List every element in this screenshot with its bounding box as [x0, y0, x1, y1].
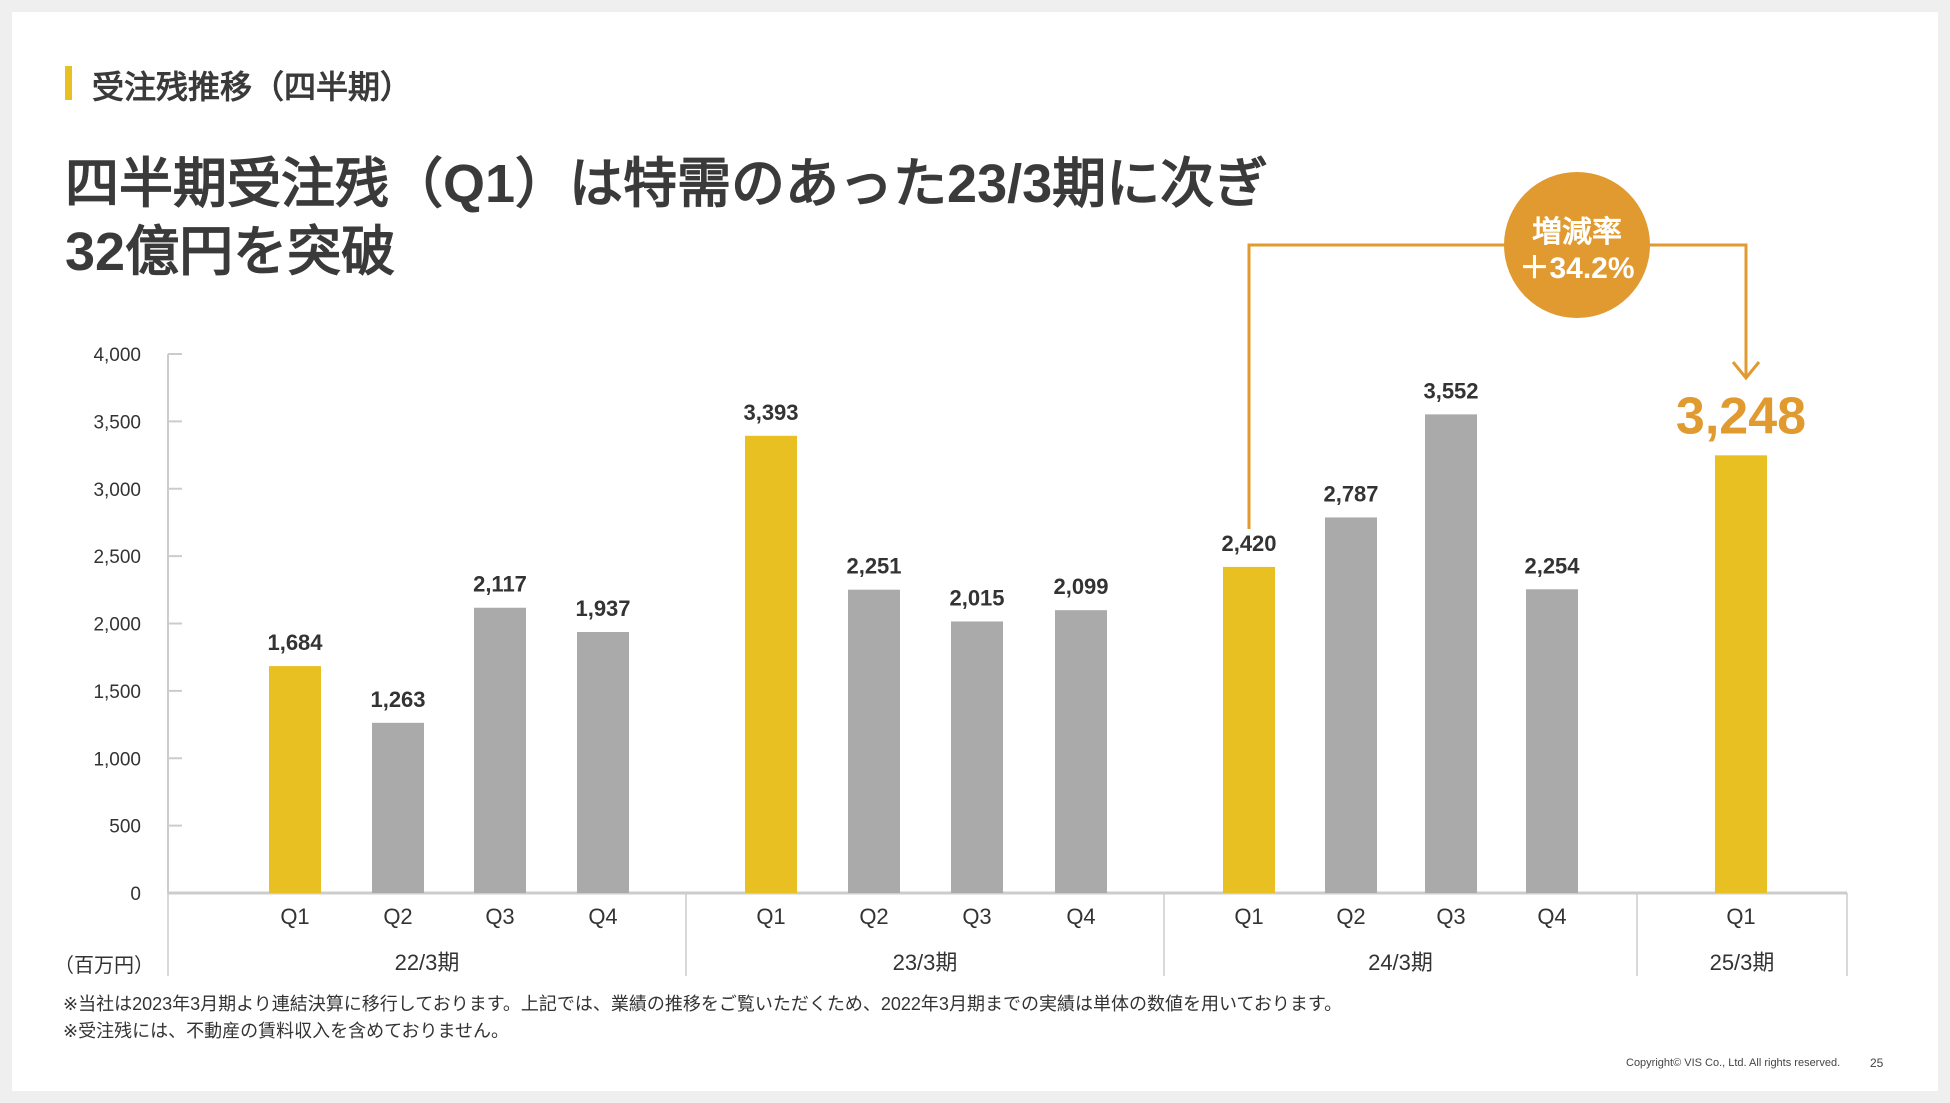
data-label: 1,263: [370, 687, 425, 712]
page-number: 25: [1870, 1056, 1884, 1070]
data-label: 2,254: [1524, 553, 1580, 578]
headline: 四半期受注残（Q1）は特需のあった23/3期に次ぎ 32億円を突破: [65, 150, 1268, 286]
period-label: 25/3期: [1710, 950, 1775, 975]
quarter-label: Q2: [1336, 904, 1365, 929]
data-label: 2,099: [1053, 574, 1108, 599]
bar: [1325, 517, 1377, 893]
y-tick-label: 1,500: [93, 682, 141, 703]
y-tick-label: 1,000: [93, 749, 141, 770]
y-tick-label: 2,000: [93, 615, 141, 636]
data-label: 2,117: [473, 572, 527, 597]
bar: [1425, 414, 1477, 893]
bar: [1055, 610, 1107, 893]
quarter-label: Q1: [1726, 904, 1755, 929]
quarter-label: Q3: [1436, 904, 1465, 929]
data-label: 2,015: [949, 585, 1004, 610]
bar: [372, 722, 424, 893]
y-tick-label: 4,000: [93, 345, 141, 366]
y-tick-label: 3,000: [93, 480, 141, 501]
copyright: Copyright© VIS Co., Ltd. All rights rese…: [1626, 1057, 1841, 1069]
quarter-label: Q3: [485, 904, 514, 929]
quarter-label: Q1: [756, 904, 785, 929]
headline-line-1: 四半期受注残（Q1）は特需のあった23/3期に次ぎ: [65, 154, 1269, 214]
y-tick-label: 500: [109, 817, 141, 838]
quarter-label: Q4: [588, 904, 617, 929]
quarter-label: Q4: [1066, 904, 1095, 929]
arrow-down-icon: [1731, 361, 1761, 381]
growth-value: ＋34.2%: [1519, 252, 1634, 285]
bar: [1715, 455, 1767, 893]
unit-label: （百万円）: [54, 954, 154, 977]
growth-badge: [1504, 172, 1650, 318]
quarter-label: Q3: [962, 904, 991, 929]
bar: [577, 631, 629, 893]
period-label: 24/3期: [1368, 950, 1433, 975]
bracket-line: [1247, 243, 1748, 529]
bar: [474, 607, 526, 893]
period-label: 23/3期: [893, 950, 958, 975]
bar: [1223, 566, 1275, 893]
bar: [951, 621, 1003, 893]
data-label: 3,393: [743, 400, 798, 425]
section-title: 受注残推移（四半期）: [92, 69, 413, 105]
bar: [269, 666, 321, 893]
bar: [745, 435, 797, 893]
data-label: 2,251: [846, 554, 901, 579]
y-tick-label: 3,500: [93, 412, 141, 433]
quarter-label: Q1: [1234, 904, 1263, 929]
quarter-label: Q1: [280, 904, 309, 929]
bar: [848, 589, 900, 893]
data-label: 2,787: [1323, 481, 1378, 506]
y-tick-label: 2,500: [93, 547, 141, 568]
data-label: 2,420: [1221, 531, 1276, 556]
data-label: 3,552: [1423, 378, 1478, 403]
y-tick-label: 0: [130, 884, 141, 905]
footnote-2: ※受注残には、不動産の賃料収入を含めておりません。: [63, 1021, 509, 1041]
data-label: 1,684: [267, 630, 323, 655]
growth-callout: 増減率 ＋34.2%: [1247, 172, 1761, 529]
data-label: 3,248: [1676, 387, 1806, 445]
quarter-label: Q2: [859, 904, 888, 929]
footnote-1: ※当社は2023年3月期より連結決算に移行しております。上記では、業績の推移をご…: [63, 994, 1343, 1014]
period-label: 22/3期: [395, 950, 460, 975]
quarter-label: Q4: [1537, 904, 1566, 929]
section-accent-bar: [65, 66, 72, 100]
growth-label: 増減率: [1532, 216, 1622, 249]
data-label: 1,937: [575, 596, 630, 621]
quarter-label: Q2: [383, 904, 412, 929]
bar: [1526, 589, 1578, 893]
headline-line-2: 32億円を突破: [65, 222, 396, 282]
